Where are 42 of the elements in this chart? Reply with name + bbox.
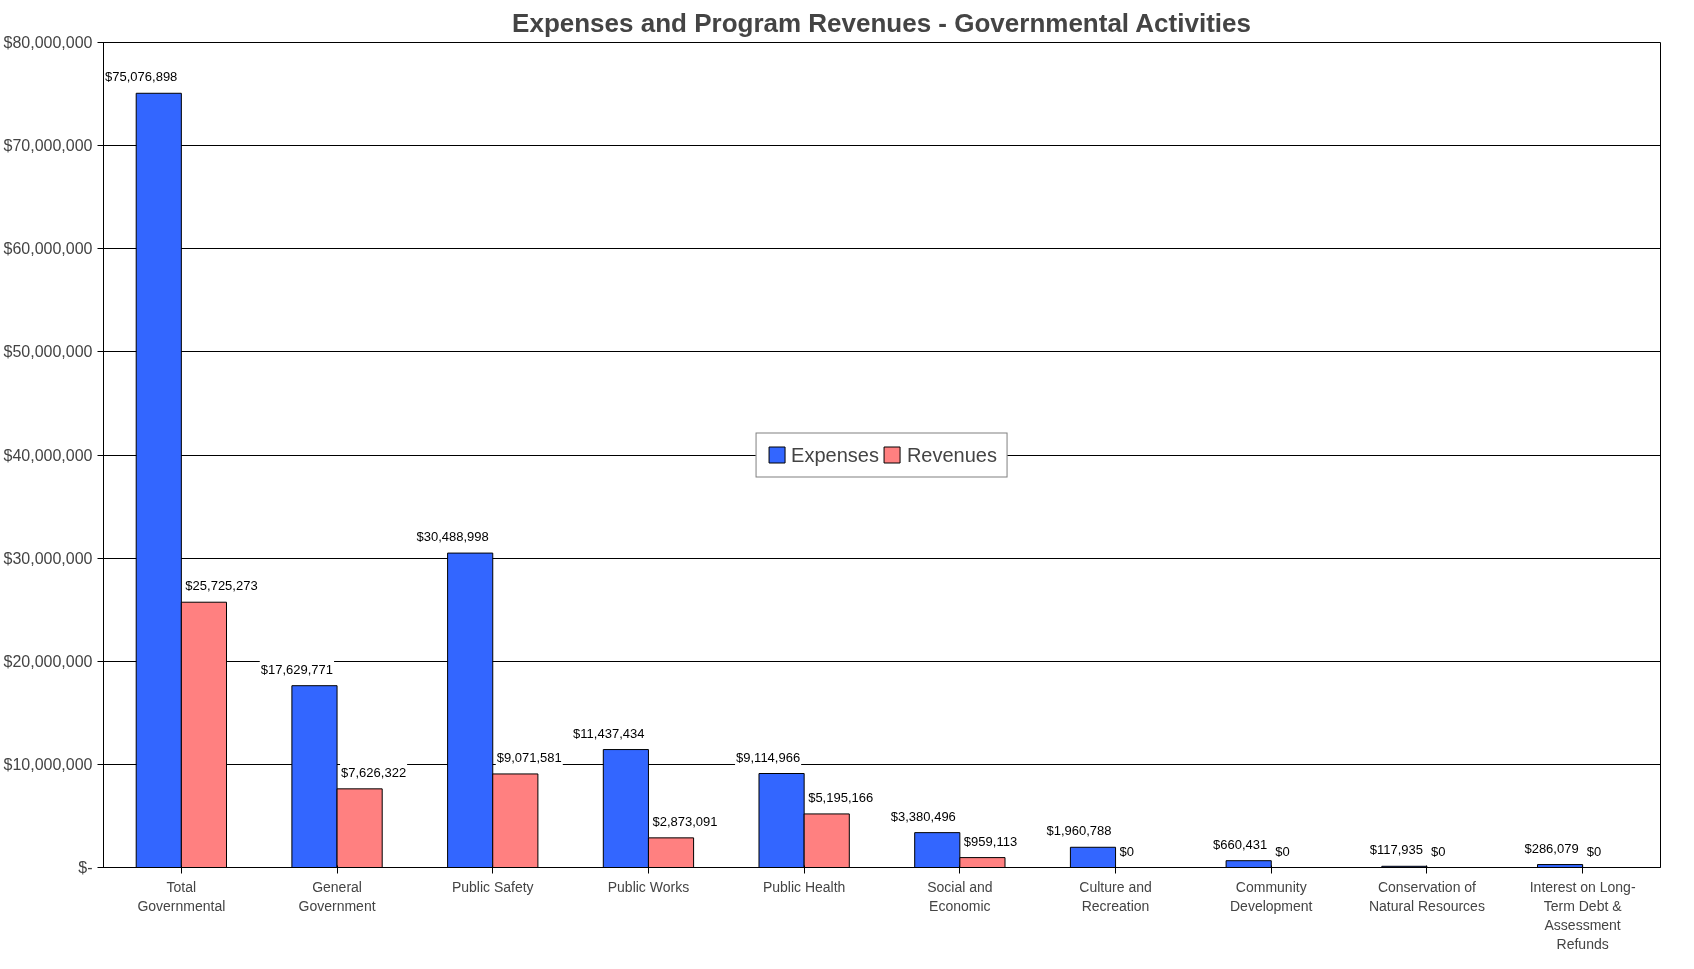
data-label: $0 — [1119, 843, 1135, 859]
data-label: $25,725,273 — [185, 578, 258, 594]
data-label: $117,935 — [1369, 842, 1423, 858]
x-tick-label: General Government — [298, 878, 376, 914]
data-label: $0 — [1275, 843, 1290, 859]
data-label: $9,114,966 — [736, 749, 801, 765]
legend-label: Revenues — [906, 443, 997, 466]
y-tick-label: $70,000,000 — [3, 137, 93, 155]
x-tick-label: Public Works — [607, 878, 690, 895]
x-tick-label: Total Governmental — [137, 878, 226, 914]
y-tick-label: $50,000,000 — [3, 343, 93, 361]
data-label: $30,488,998 — [416, 529, 489, 545]
data-label: $5,195,166 — [808, 789, 874, 805]
y-tick-label: $60,000,000 — [3, 240, 93, 258]
y-tick-label: $80,000,000 — [3, 34, 93, 51]
x-tick-label: Interest on Long-Term Debt & Assessment Refunds — [1529, 878, 1636, 953]
data-label: $1,960,788 — [1046, 823, 1112, 839]
x-tick-label: Culture and Recreation — [1079, 878, 1152, 914]
data-label: $7,626,322 — [341, 764, 407, 780]
data-label: $660,431 — [1213, 836, 1268, 852]
data-label: $75,076,898 — [105, 69, 178, 85]
y-tick-label: $40,000,000 — [3, 446, 93, 464]
data-label: $0 — [1430, 843, 1446, 859]
x-tick-label: Social and Economic — [927, 878, 993, 914]
x-tick-label: Conservation of Natural Resources — [1368, 878, 1485, 914]
data-label: $3,380,496 — [890, 808, 956, 824]
data-label: $2,873,091 — [652, 813, 718, 829]
y-tick-label: $- — [78, 859, 93, 876]
y-tick-label: $10,000,000 — [3, 755, 93, 773]
data-label: $286,079 — [1524, 840, 1579, 856]
y-tick-label: $30,000,000 — [3, 549, 93, 567]
data-label: $11,437,434 — [573, 725, 645, 741]
x-tick-label: Public Health — [762, 878, 846, 895]
chart-title: Expenses and Program Revenues - Governmental Activities — [512, 7, 1251, 38]
data-label: $959,113 — [963, 833, 1018, 849]
data-label: $0 — [1586, 843, 1602, 859]
x-tick-label: Public Safety — [451, 878, 534, 895]
y-tick-label: $20,000,000 — [3, 652, 93, 670]
x-tick-label: Community Development — [1230, 878, 1313, 914]
data-label: $9,071,581 — [496, 749, 562, 765]
legend-label: Expenses — [791, 443, 879, 466]
data-label: $17,629,771 — [260, 661, 334, 677]
